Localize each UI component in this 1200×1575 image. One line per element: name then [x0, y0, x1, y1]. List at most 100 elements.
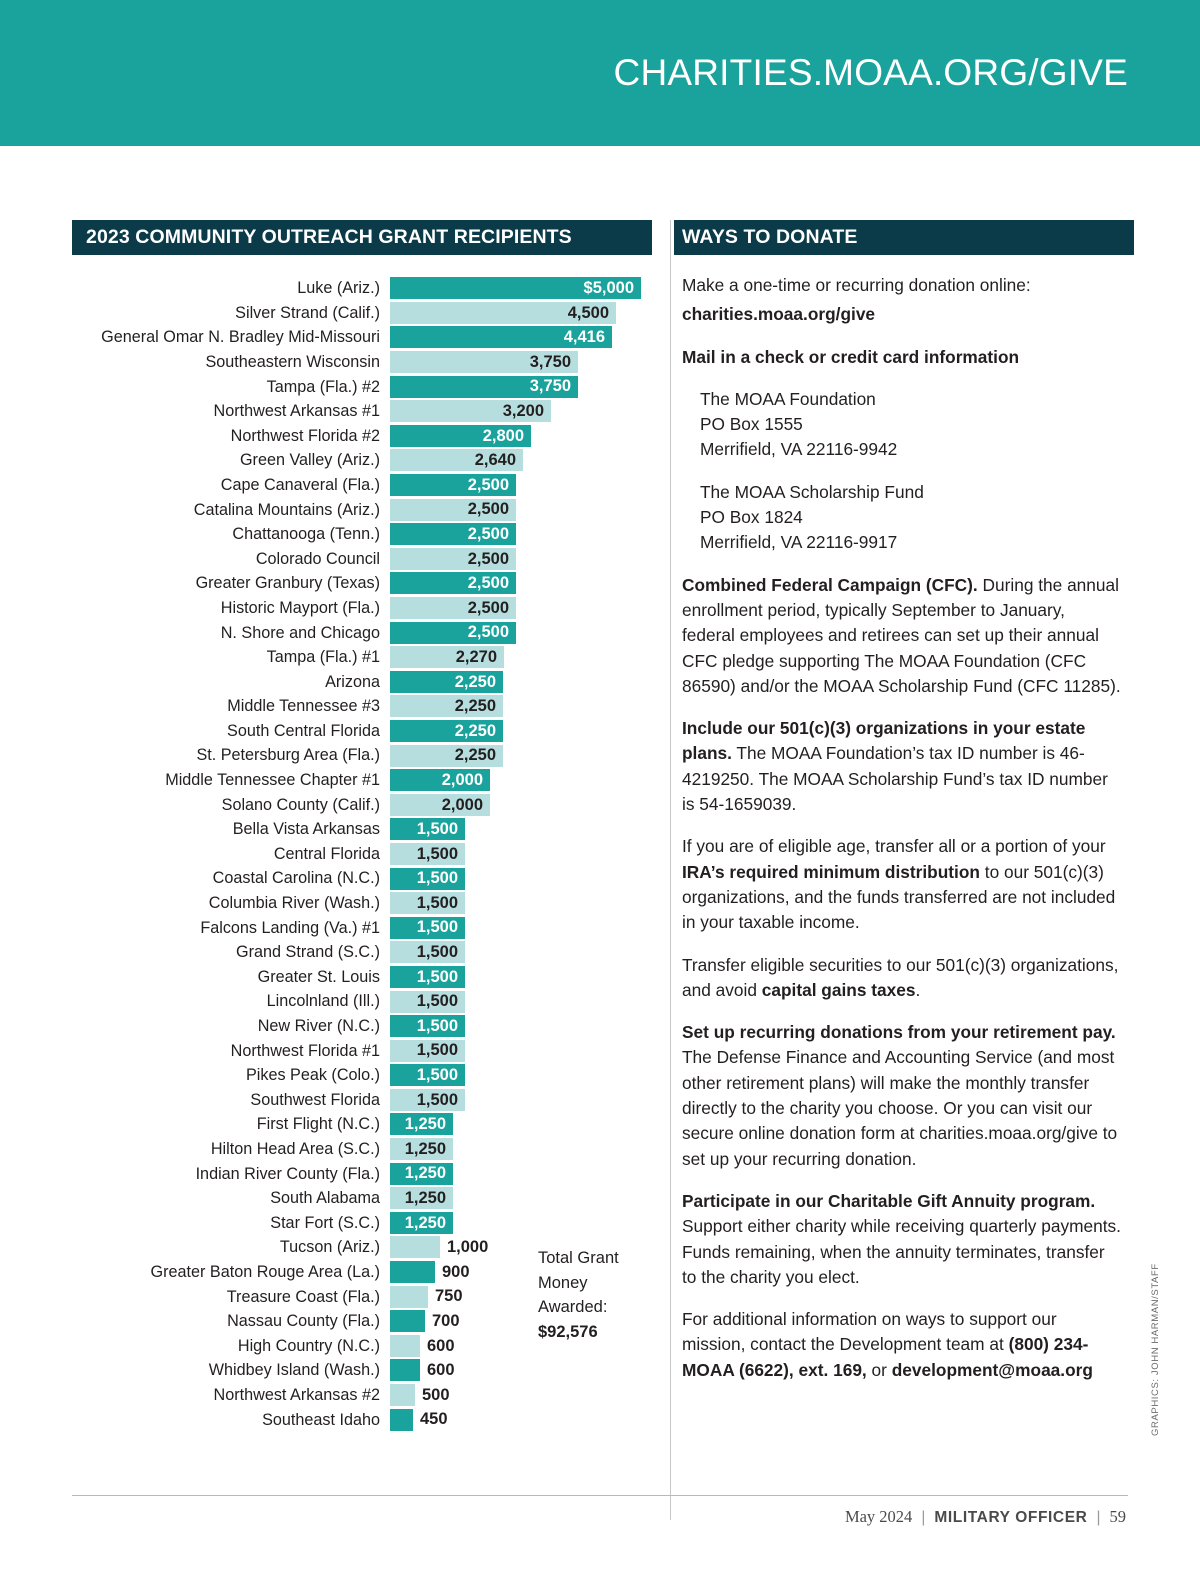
chart-bar-value: 2,500: [467, 549, 509, 568]
chart-row-label: Columbia River (Wash.): [208, 894, 380, 913]
chart-row: Tucson (Ariz.) 1,000: [72, 1235, 652, 1260]
chart-bar-wrap: 4,416: [390, 326, 652, 349]
chart-bar-value: 700: [432, 1311, 460, 1330]
chart-bar-wrap: 2,270: [390, 646, 652, 669]
chart-row-label: Grand Strand (S.C.): [236, 943, 380, 962]
chart-row-label: Lincolnland (Ill.): [266, 992, 380, 1011]
address-line: The MOAA Foundation: [700, 388, 876, 409]
total-grant-box: Total Grant Money Awarded: $92,576: [538, 1246, 668, 1344]
chart-bar-wrap: 2,500: [390, 523, 652, 546]
chart-row: Columbia River (Wash.) 1,500: [72, 891, 652, 916]
chart-bar-value: 2,500: [467, 623, 509, 642]
chart-row-label: Star Fort (S.C.): [270, 1213, 380, 1232]
contact-phone[interactable]: (800) 234-MOAA (6622), ext. 169,: [682, 1334, 1089, 1380]
chart-row: Middle Tennessee Chapter #1 2,000: [72, 768, 652, 793]
contact-email[interactable]: development@moaa.org: [891, 1359, 1093, 1380]
chart-row: Central Florida 1,500: [72, 842, 652, 867]
chart-row: Cape Canaveral (Fla.) 2,500: [72, 473, 652, 498]
chart-row-label: Green Valley (Ariz.): [239, 451, 380, 470]
chart-bar-value: 600: [427, 1361, 455, 1380]
chart-bar-wrap: 1,500: [390, 990, 652, 1013]
chart-bar-wrap: 2,250: [390, 744, 652, 767]
chart-bar-value: 1,250: [404, 1164, 446, 1183]
chart-bar: 2,640: [390, 449, 523, 472]
chart-row: Pikes Peak (Colo.) 1,500: [72, 1063, 652, 1088]
securities-text-tail: .: [915, 979, 921, 1000]
chart-row-label: St. Petersburg Area (Fla.): [196, 746, 380, 765]
chart-bar: 2,250: [390, 695, 503, 718]
paragraph-securities: Transfer eligible securities to our 501(…: [682, 953, 1122, 1004]
ira-text-tail: to our 501(c)(3) organizations, and the …: [682, 861, 1116, 933]
chart-bar: 2,500: [390, 547, 516, 570]
chart-bar: 1,500: [390, 818, 465, 841]
chart-bar: 4,500: [390, 301, 616, 324]
chart-row-label: Pikes Peak (Colo.): [245, 1066, 380, 1085]
chart-row-label: Chattanooga (Tenn.): [232, 525, 380, 544]
chart-bar-value: 1,250: [404, 1139, 446, 1158]
cfc-text: During the annual enrollment period, typ…: [682, 574, 1121, 696]
securities-bold-phrase: capital gains taxes: [761, 979, 916, 1000]
donate-intro-line: Make a one-time or recurring donation on…: [682, 275, 1031, 295]
address-line: Merrifield, VA 22116-9942: [700, 439, 898, 460]
ira-bold-phrase: IRA’s required minimum distribution: [682, 861, 980, 882]
chart-bar: [390, 1408, 413, 1431]
chart-bar-wrap: 1,250: [390, 1138, 652, 1161]
chart-bar-value: 1,500: [416, 918, 458, 937]
chart-bar-wrap: 1,250: [390, 1211, 652, 1234]
chart-bar-value: 1,500: [416, 820, 458, 839]
chart-row: Arizona 2,250: [72, 670, 652, 695]
footer-page-number: 59: [1109, 1507, 1127, 1526]
page-body: 2023 COMMUNITY OUTREACH GRANT RECIPIENTS…: [0, 146, 1200, 1520]
chart-row-label: Greater Granbury (Texas): [195, 574, 380, 593]
contact-text-lead: For additional information on ways to su…: [682, 1309, 1057, 1355]
chart-bar: 3,200: [390, 400, 551, 423]
chart-bar: 1,500: [390, 1015, 465, 1038]
donate-intro-link[interactable]: charities.moaa.org/give: [682, 304, 876, 325]
chart-row: Greater St. Louis 1,500: [72, 965, 652, 990]
chart-bar-value: 1,500: [416, 967, 458, 986]
chart-bar-value: 2,500: [467, 598, 509, 617]
graphics-credit: GRAPHICS: JOHN HARMAN/STAFF: [1150, 1263, 1161, 1436]
grant-bar-list: Luke (Ariz.) $5,000 Silver Strand (Calif.)…: [72, 276, 652, 1432]
chart-row: Tampa (Fla.) #2 3,750: [72, 374, 652, 399]
securities-text-lead: Transfer eligible securities to our 501(…: [682, 954, 1119, 1000]
footer-publication: MILITARY OFFICER: [934, 1509, 1088, 1526]
chart-row: Grand Strand (S.C.) 1,500: [72, 940, 652, 965]
total-label-line-1: Total Grant: [538, 1249, 619, 1267]
chart-bar: [390, 1310, 425, 1333]
chart-bar-wrap: 3,200: [390, 400, 652, 423]
ways-to-donate-panel: WAYS TO DONATE Make a one-time or recurr…: [674, 220, 1134, 1400]
chart-bar-wrap: 1,500: [390, 1064, 652, 1087]
chart-bar-value: 1,250: [404, 1115, 446, 1134]
chart-row: First Flight (N.C.) 1,250: [72, 1112, 652, 1137]
chart-row: Middle Tennessee #3 2,250: [72, 694, 652, 719]
chart-bar-wrap: 1,000: [390, 1236, 652, 1259]
chart-row: Bella Vista Arkansas 1,500: [72, 817, 652, 842]
chart-bar: 1,250: [390, 1113, 453, 1136]
chart-row-label: Tampa (Fla.) #2: [266, 377, 380, 396]
chart-bar: 4,416: [390, 326, 612, 349]
chart-row: Colorado Council 2,500: [72, 547, 652, 572]
chart-bar: [390, 1261, 435, 1284]
chart-row-label: Historic Mayport (Fla.): [220, 598, 380, 617]
chart-bar: 1,250: [390, 1162, 453, 1185]
chart-bar-value: 600: [427, 1336, 455, 1355]
chart-bar-wrap: 2,000: [390, 793, 652, 816]
chart-row: Lincolnland (Ill.) 1,500: [72, 989, 652, 1014]
chart-bar-value: 2,250: [454, 721, 496, 740]
chart-row: Chattanooga (Tenn.) 2,500: [72, 522, 652, 547]
chart-bar: 2,000: [390, 769, 490, 792]
footer-separator: |: [1096, 1509, 1101, 1526]
chart-bar-value: 2,500: [467, 524, 509, 543]
chart-bar-value: 2,800: [482, 426, 524, 445]
chart-bar: 1,500: [390, 1064, 465, 1087]
chart-bar-wrap: 1,250: [390, 1162, 652, 1185]
chart-row-label: Hilton Head Area (S.C.): [210, 1139, 380, 1158]
chart-bar-value: 450: [420, 1410, 448, 1429]
chart-bar: 2,500: [390, 498, 516, 521]
chart-bar-wrap: 1,500: [390, 867, 652, 890]
chart-bar-value: 3,750: [529, 377, 571, 396]
chart-bar: 2,500: [390, 474, 516, 497]
annuity-text: Support either charity while receiving q…: [682, 1216, 1121, 1287]
chart-bar-value: 1,500: [416, 1041, 458, 1060]
